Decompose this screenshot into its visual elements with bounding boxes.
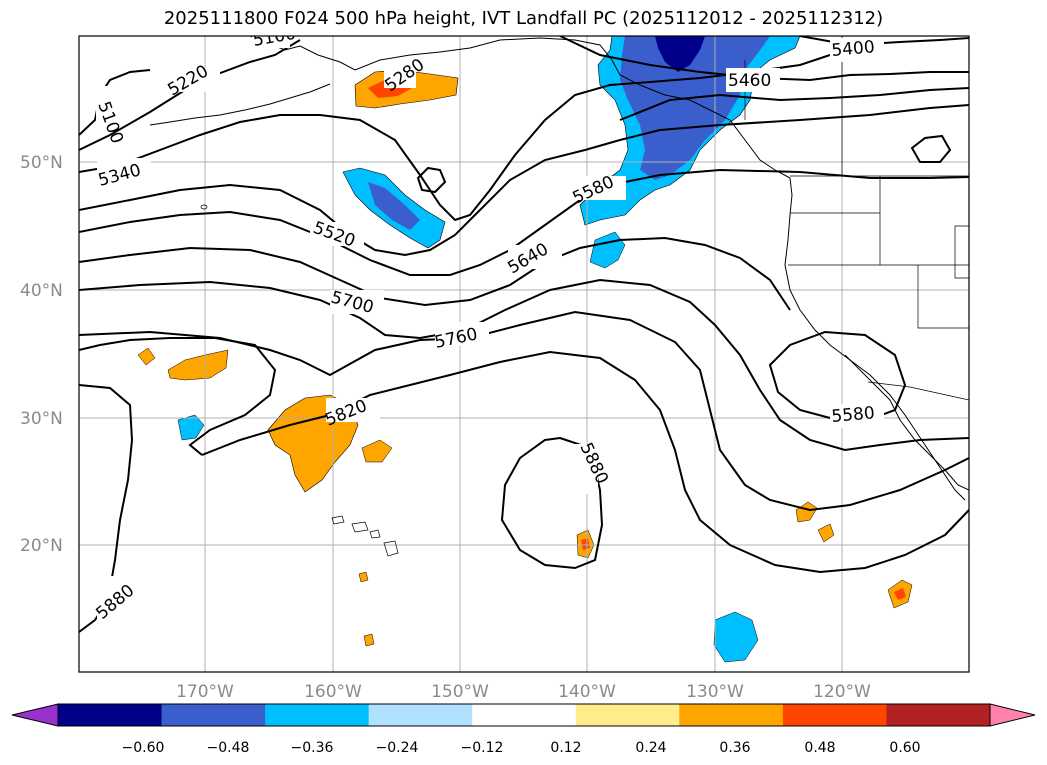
ivt-region-west-orange xyxy=(167,349,229,381)
colorbar-segment xyxy=(575,704,680,726)
lat-tick-label: 20°N xyxy=(20,536,63,556)
border-small-box xyxy=(954,225,969,279)
contour-5700 xyxy=(79,278,969,452)
colorbar-segment xyxy=(161,704,266,726)
ivt-region-west-orange-2 xyxy=(137,347,156,366)
contour-5460 xyxy=(559,36,969,82)
lat-tick-label: 50°N xyxy=(20,153,63,173)
ivt-region-small-orange-b xyxy=(358,571,369,583)
colorbar-segment xyxy=(58,704,163,726)
contour-5820-west-lobe xyxy=(79,337,277,456)
ivt-region-aleutian-medium xyxy=(368,182,420,230)
contour-label: 5580 xyxy=(831,403,876,427)
coastlines xyxy=(149,36,969,501)
lon-tick-label: 160°W xyxy=(304,682,362,702)
colorbar-tick-label: −0.12 xyxy=(461,740,504,756)
colorbar: −0.60 −0.48 −0.36 −0.24 −0.12 0.12 0.24 … xyxy=(11,703,1036,756)
contour-5580-low xyxy=(768,330,907,422)
colorbar-tick-label: 0.36 xyxy=(719,740,750,756)
contour-label: 5400 xyxy=(831,37,876,61)
contour-5400b xyxy=(619,87,969,121)
ivt-region-hawaii-west-blue xyxy=(177,414,205,441)
colorbar-segment xyxy=(886,704,991,726)
colorbar-segment xyxy=(782,704,887,726)
colorbar-tick-label: 0.12 xyxy=(550,740,581,756)
contour-5580 xyxy=(79,168,969,276)
ivt-region-mexico-red xyxy=(894,588,906,600)
ivt-region-small-orange-a xyxy=(363,633,375,647)
ivt-region-central-orange-2 xyxy=(361,439,393,463)
colorbar-tick-label: −0.24 xyxy=(376,740,419,756)
ivt-region-gulf-of-alaska-strong xyxy=(655,36,705,72)
coastline-mexico-west xyxy=(929,454,969,491)
colorbar-segment xyxy=(472,704,577,726)
map-frame xyxy=(78,35,970,673)
hawaii-island-b xyxy=(351,521,369,533)
lat-tick-label: 30°N xyxy=(20,409,63,429)
colorbar-tick-label: −0.36 xyxy=(291,740,334,756)
lon-tick-label: 140°W xyxy=(558,682,616,702)
islands xyxy=(200,204,399,557)
contour-5760 xyxy=(79,310,969,512)
coastline-aleutians xyxy=(149,83,331,126)
coastline-alaska xyxy=(249,36,791,179)
contour-label: 5460 xyxy=(728,71,771,91)
contour-5520-low xyxy=(416,166,447,194)
ivt-positive-regions xyxy=(137,69,913,647)
figure-title: 2025111800 F024 500 hPa height, IVT Land… xyxy=(163,8,884,29)
lat-tick-label: 40°N xyxy=(20,281,63,301)
ivt-region-baja-orange-2 xyxy=(817,523,835,543)
colorbar-tick-label: −0.48 xyxy=(207,740,250,756)
contour-5340 xyxy=(79,54,831,222)
colorbar-tick-label: 0.48 xyxy=(804,740,835,756)
hawaii-island-d xyxy=(383,540,399,557)
colorbar-tick-label: 0.60 xyxy=(889,740,920,756)
border-us-mexico xyxy=(867,381,969,401)
border-california-nevada xyxy=(917,265,969,329)
lon-tick-label: 170°W xyxy=(176,682,234,702)
contour-5640 xyxy=(79,236,791,311)
hawaii-island-c xyxy=(369,529,381,539)
colorbar-segment xyxy=(368,704,473,726)
contour-5880-pacific-high xyxy=(500,436,604,570)
political-borders xyxy=(744,36,969,401)
lon-tick-label: 120°W xyxy=(813,682,871,702)
contour-5520 xyxy=(79,104,969,257)
graticule xyxy=(79,36,969,672)
colorbar-extend-min xyxy=(11,703,59,727)
longitude-labels: 170°W 160°W 150°W 140°W 130°W 120°W xyxy=(176,682,871,702)
contour-label-halos xyxy=(96,36,884,622)
latitude-labels: 50°N 40°N 30°N 20°N xyxy=(20,153,63,556)
lon-tick-label: 150°W xyxy=(431,682,489,702)
hawaii-island-a xyxy=(331,515,345,525)
colorbar-segment xyxy=(265,704,370,726)
colorbar-segment xyxy=(679,704,784,726)
lon-tick-label: 130°W xyxy=(686,682,744,702)
contour-5520-canada xyxy=(910,134,952,163)
ivt-region-south-blue xyxy=(713,611,759,663)
colorbar-tick-label: 0.24 xyxy=(635,740,666,756)
pacific-island-small xyxy=(200,204,208,210)
ivt-region-south-red xyxy=(581,538,590,550)
colorbar-tick-label: −0.60 xyxy=(122,740,165,756)
colorbar-extend-max xyxy=(989,703,1036,727)
